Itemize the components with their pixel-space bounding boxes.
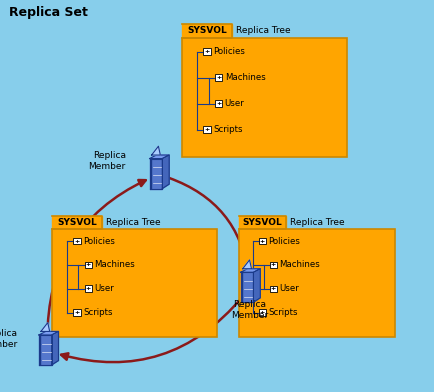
Text: SYSVOL: SYSVOL	[187, 26, 227, 35]
Text: Scripts: Scripts	[83, 308, 112, 317]
Polygon shape	[39, 332, 59, 335]
Bar	[203, 48, 211, 55]
Bar	[85, 285, 92, 292]
Polygon shape	[182, 24, 232, 38]
Polygon shape	[243, 260, 251, 269]
Bar	[270, 262, 276, 268]
Text: Machines: Machines	[225, 73, 266, 82]
Text: +: +	[86, 262, 91, 267]
FancyArrowPatch shape	[169, 178, 250, 274]
Text: +: +	[86, 286, 91, 291]
Text: +: +	[74, 239, 79, 243]
Polygon shape	[52, 332, 59, 365]
Text: Replica
Member: Replica Member	[231, 299, 268, 320]
Bar	[239, 229, 395, 337]
Polygon shape	[41, 323, 49, 332]
Text: Replica
Member: Replica Member	[89, 151, 126, 171]
FancyArrowPatch shape	[61, 297, 243, 362]
Text: Machines: Machines	[95, 260, 135, 269]
Bar	[182, 38, 347, 157]
Polygon shape	[150, 155, 169, 159]
Bar	[73, 238, 81, 245]
Text: +: +	[216, 75, 221, 80]
Text: SYSVOL: SYSVOL	[57, 218, 97, 227]
Bar	[259, 238, 266, 244]
Bar	[73, 309, 81, 316]
Bar	[215, 74, 222, 81]
Polygon shape	[162, 155, 169, 189]
Text: Machines: Machines	[279, 260, 320, 269]
Text: +: +	[260, 239, 265, 243]
Text: +: +	[204, 49, 210, 54]
Bar	[203, 127, 211, 133]
Polygon shape	[239, 216, 286, 229]
Text: Policies: Policies	[83, 237, 115, 246]
Polygon shape	[39, 335, 52, 365]
Polygon shape	[241, 269, 260, 272]
Text: Scripts: Scripts	[268, 308, 297, 317]
Polygon shape	[150, 159, 162, 189]
Text: Replica
Member: Replica Member	[0, 329, 17, 349]
Text: User: User	[279, 284, 299, 293]
Polygon shape	[241, 272, 253, 302]
Text: +: +	[270, 286, 276, 291]
Text: Replica Set: Replica Set	[9, 6, 88, 19]
Text: Replica Tree: Replica Tree	[106, 218, 161, 227]
Text: Policies: Policies	[213, 47, 245, 56]
Text: Policies: Policies	[268, 237, 300, 246]
Text: +: +	[204, 127, 210, 132]
Text: +: +	[260, 310, 265, 315]
Text: Scripts: Scripts	[213, 125, 243, 134]
Text: +: +	[74, 310, 79, 315]
Polygon shape	[52, 216, 102, 229]
Text: +: +	[216, 101, 221, 106]
Polygon shape	[253, 269, 260, 302]
Bar	[52, 229, 217, 337]
Bar	[270, 285, 276, 292]
Text: Replica Tree: Replica Tree	[290, 218, 345, 227]
Bar	[215, 100, 222, 107]
Text: +: +	[270, 262, 276, 267]
Text: Replica Tree: Replica Tree	[236, 26, 291, 35]
Text: User: User	[95, 284, 114, 293]
Polygon shape	[151, 146, 161, 155]
Text: SYSVOL: SYSVOL	[242, 218, 282, 227]
Text: User: User	[225, 99, 244, 108]
Bar	[259, 309, 266, 316]
Bar	[85, 261, 92, 268]
FancyArrowPatch shape	[47, 180, 146, 340]
